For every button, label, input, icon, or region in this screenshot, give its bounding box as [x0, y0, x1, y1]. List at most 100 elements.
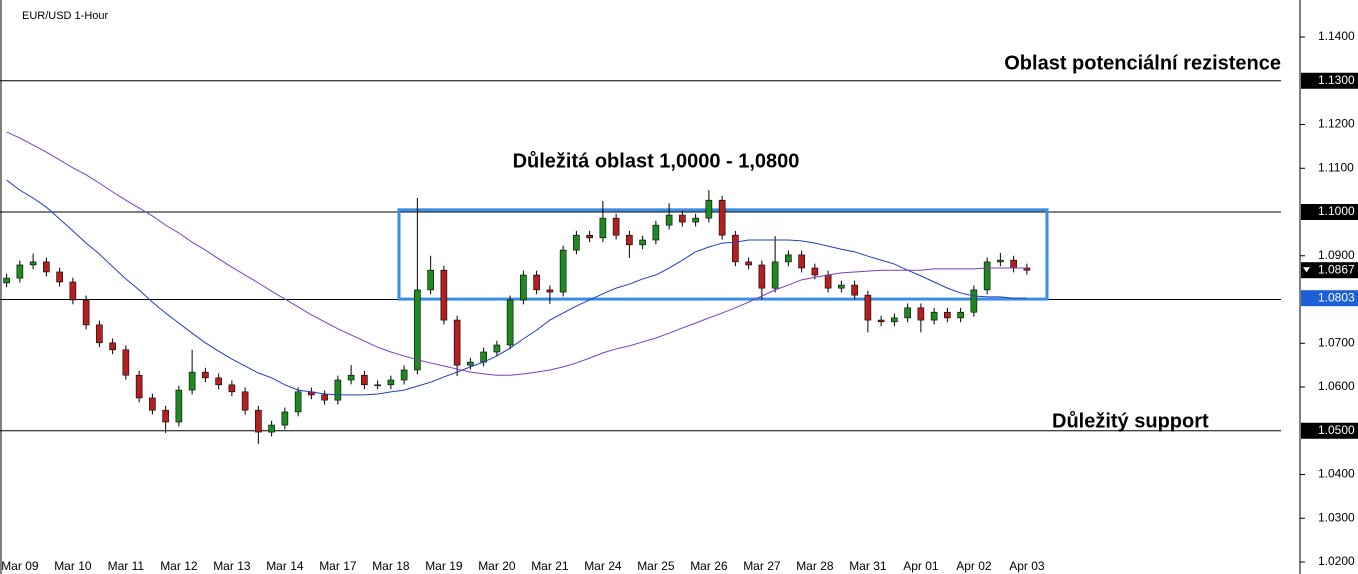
x-tick-label: Mar 26: [690, 559, 728, 573]
candle-body: [705, 199, 713, 219]
x-tick-label: Mar 20: [478, 559, 516, 573]
x-tick-label: Mar 14: [266, 559, 304, 573]
candle-body: [334, 379, 342, 401]
price-marker-box: [1301, 262, 1358, 279]
candle-body: [56, 271, 63, 283]
x-tick-label: Mar 19: [425, 559, 463, 573]
candle-body: [520, 274, 527, 301]
candle-body: [838, 284, 845, 289]
x-tick-label: Mar 13: [213, 559, 251, 573]
x-tick-label: Mar 09: [1, 559, 39, 573]
price-marker-label: 1.0803: [1318, 290, 1355, 304]
candle-body: [983, 261, 991, 291]
candle-body: [970, 289, 978, 313]
candle-body: [718, 199, 726, 236]
candle-body: [82, 299, 90, 326]
candle-body: [109, 342, 116, 351]
candle-body: [652, 224, 660, 241]
candle-body: [904, 307, 911, 319]
y-tick-label: 1.1100: [1318, 160, 1354, 174]
candle-body: [175, 389, 183, 423]
candle-body: [679, 214, 686, 223]
candle-body: [43, 261, 50, 273]
candle-body: [599, 217, 607, 239]
candle-body: [758, 264, 766, 289]
candle-body: [771, 261, 779, 289]
candle-body: [96, 324, 103, 344]
x-tick-label: Apr 01: [903, 559, 939, 573]
candle-body: [149, 397, 156, 411]
moving-average: [6, 131, 1027, 376]
candle-body: [506, 299, 514, 346]
x-tick-label: Mar 28: [796, 559, 834, 573]
level-label-box: [1301, 204, 1358, 221]
candle-body: [228, 384, 236, 393]
candle-body: [347, 374, 355, 381]
candle-body: [930, 311, 938, 321]
y-tick-label: 1.0400: [1318, 467, 1355, 481]
y-tick-label: 1.1400: [1318, 29, 1355, 43]
candle-body: [824, 274, 832, 289]
chart-title: EUR/USD 1-Hour: [22, 10, 109, 22]
candle-body: [493, 344, 501, 353]
candle-body: [255, 409, 262, 433]
y-tick-label: 1.0700: [1318, 335, 1355, 349]
x-tick-label: Mar 12: [160, 559, 198, 573]
level-label-box: [1301, 422, 1358, 439]
candle-body: [321, 394, 328, 401]
candle-body: [533, 274, 540, 291]
candle-body: [811, 267, 819, 276]
level-label: 1.1000: [1318, 204, 1355, 218]
y-tick-label: 1.0200: [1318, 554, 1355, 568]
level-label: 1.1300: [1318, 73, 1355, 87]
candle-body: [785, 254, 792, 263]
candle-body: [294, 391, 302, 413]
x-tick-label: Mar 21: [531, 559, 569, 573]
y-tick-label: 1.0300: [1318, 510, 1355, 524]
x-tick-label: Apr 03: [1009, 559, 1045, 573]
level-label-box: [1301, 72, 1358, 89]
candle-body: [281, 411, 289, 426]
candle-body: [241, 391, 249, 411]
candle-body: [414, 289, 421, 371]
candle-body: [639, 239, 646, 246]
candle-body: [957, 311, 964, 319]
candle-body: [29, 261, 37, 266]
candle-body: [135, 374, 143, 399]
candle-body: [665, 214, 673, 226]
candle-body: [387, 379, 395, 386]
candle-body: [573, 234, 580, 251]
x-tick-label: Mar 25: [637, 559, 675, 573]
candle-body: [374, 384, 381, 387]
candle-body: [944, 311, 951, 319]
candle-body: [188, 371, 196, 391]
candle-body: [467, 361, 474, 366]
candle-body: [202, 371, 209, 379]
candle-body: [732, 234, 739, 263]
candle-body: [69, 281, 77, 301]
x-tick-label: Apr 02: [956, 559, 992, 573]
annotation: Oblast potenciální rezistence: [1004, 52, 1281, 74]
x-tick-label: Mar 18: [372, 559, 410, 573]
price-arrow: [1303, 267, 1310, 273]
x-tick-label: Mar 11: [108, 559, 145, 573]
candle-body: [851, 284, 858, 296]
candle-body: [891, 317, 898, 323]
candle-body: [612, 217, 620, 236]
candle-body: [453, 319, 461, 366]
candle-body: [400, 369, 408, 381]
y-tick-label: 1.0900: [1318, 248, 1355, 262]
y-tick-label: 1.0600: [1318, 379, 1355, 393]
candle-body: [586, 234, 593, 239]
candle-body: [917, 307, 925, 321]
candle-body: [162, 409, 169, 423]
candle-body: [546, 289, 554, 293]
moving-average: [6, 179, 1027, 396]
candle-body: [864, 294, 872, 321]
candle-body: [268, 424, 275, 433]
candle-body: [427, 269, 434, 291]
candle-body: [559, 249, 567, 293]
